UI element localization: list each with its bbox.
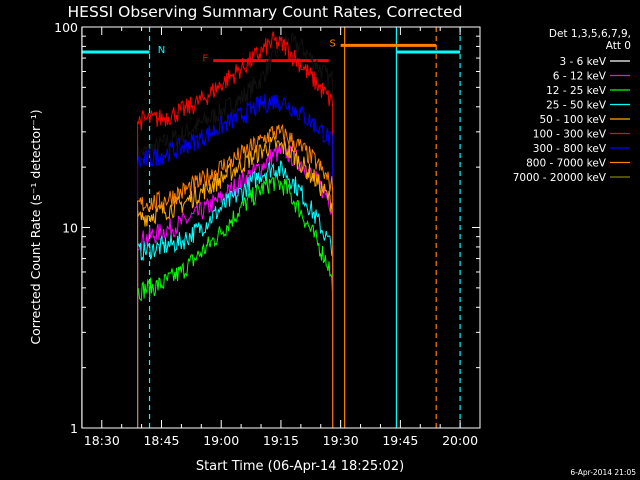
x-tick-label: 19:00	[203, 433, 239, 448]
series-line-3	[137, 160, 334, 428]
y-tick-label: 1	[70, 421, 78, 436]
series-line-1	[137, 142, 334, 428]
x-tick-label: 19:30	[323, 433, 359, 448]
series-line-6	[137, 93, 334, 428]
y-tick-label: 10	[62, 221, 78, 236]
legend-entry-label: 3 - 6 keV	[559, 56, 606, 68]
legend-header: Att 0	[606, 40, 631, 52]
footer-date: 6-Apr-2014 21:05	[570, 468, 636, 477]
x-tick-label: 20:00	[442, 433, 478, 448]
legend-entry-label: 300 - 800 keV	[533, 143, 607, 155]
legend-header: Det 1,3,5,6,7,9,	[549, 28, 631, 40]
legend-entry-label: 800 - 7000 keV	[526, 158, 607, 170]
plot-frame	[81, 26, 481, 429]
y-tick-label: 100	[54, 20, 78, 35]
x-tick-label: 19:15	[263, 433, 299, 448]
chart-data-layer: N F S	[81, 27, 461, 428]
legend-entry-label: 7000 - 20000 keV	[513, 172, 607, 184]
chart-title: HESSI Observing Summary Count Rates, Cor…	[68, 3, 463, 21]
legend-entry-label: 50 - 100 keV	[539, 114, 606, 126]
legend-entry-label: 12 - 25 keV	[546, 85, 607, 97]
x-tick-label: 19:45	[382, 433, 418, 448]
legend-entry-label: 25 - 50 keV	[546, 100, 607, 112]
x-axis-label: Start Time (06-Apr-14 18:25:02)	[196, 459, 404, 474]
state-bar-label: F	[202, 54, 208, 65]
series-line-4	[137, 135, 334, 428]
series-line-2	[137, 172, 334, 428]
state-bar-label: S	[330, 38, 336, 49]
x-tick-label: 18:30	[84, 433, 120, 448]
state-bar-label: N	[158, 45, 165, 56]
chart-axes: 18:30 18:45 19:00 19:15 19:30 19:45 20:00 1 10 10…	[54, 20, 481, 448]
legend-entry-label: 100 - 300 keV	[533, 129, 607, 141]
series-line-5	[137, 31, 334, 428]
legend: Det 1,3,5,6,7,9,Att 03 - 6 keV 6 - 12 keV…	[513, 28, 631, 184]
y-axis-label: Corrected Count Rate (s⁻¹ detector⁻¹)	[28, 109, 43, 344]
legend-entry-label: 6 - 12 keV	[553, 71, 607, 83]
series-line-7	[137, 123, 334, 428]
x-tick-label: 18:45	[143, 433, 179, 448]
